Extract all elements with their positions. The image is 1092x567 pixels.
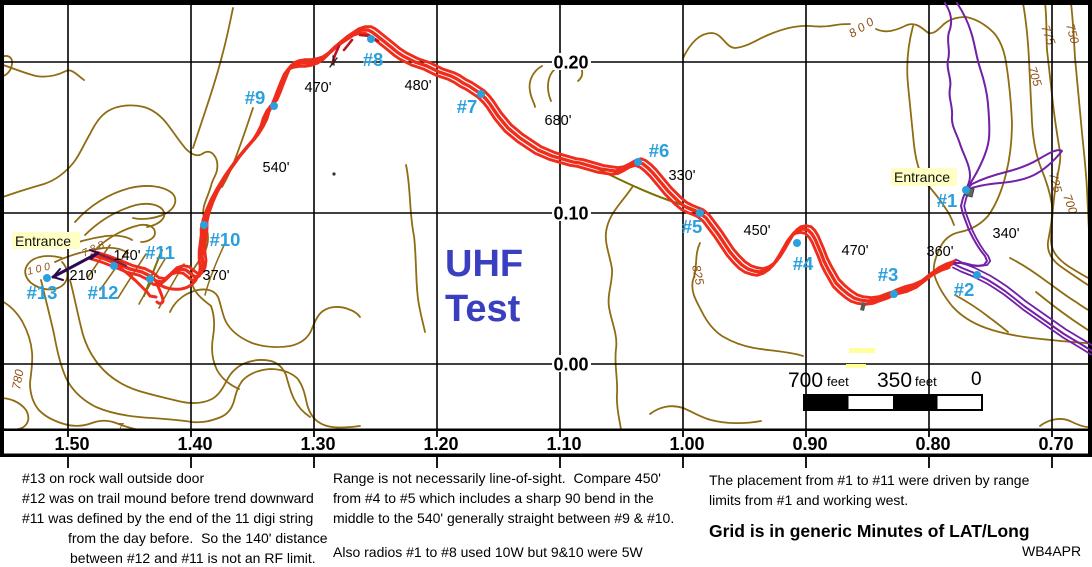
svg-text:#12: #12 [88, 282, 119, 303]
svg-text:#1: #1 [937, 190, 958, 211]
svg-text:330': 330' [669, 168, 696, 184]
svg-text:340': 340' [993, 226, 1020, 242]
svg-text:feet: feet [827, 374, 849, 389]
svg-text:700: 700 [788, 369, 823, 392]
svg-text:Also radios #1 to #8 used 10W: Also radios #1 to #8 used 10W but 9&10 w… [333, 544, 644, 560]
svg-text:1.30: 1.30 [300, 434, 335, 454]
svg-text:1.00: 1.00 [669, 434, 704, 454]
svg-text:350: 350 [877, 369, 912, 392]
svg-text:from #4 to #5 which includes a: from #4 to #5 which includes a sharp 90 … [333, 490, 654, 506]
svg-text:Entrance: Entrance [894, 169, 950, 185]
svg-text:UHF: UHF [445, 243, 523, 285]
svg-text:750: 750 [1063, 22, 1082, 45]
svg-text:0.80: 0.80 [915, 434, 950, 454]
svg-text:from the day before. So the 1: from the day before. So the 140' distanc… [68, 530, 328, 546]
svg-text:Grid is in generic Minutes of: Grid is in generic Minutes of LAT/Long [709, 521, 1030, 541]
svg-text:The placement from #1 to #11 w: The placement from #1 to #11 were driven… [709, 472, 1030, 488]
svg-text:480': 480' [405, 78, 432, 94]
svg-text:470': 470' [305, 80, 332, 96]
svg-text:#12 was on trail mound before: #12 was on trail mound before trend down… [22, 490, 314, 506]
svg-text:370': 370' [203, 268, 230, 284]
svg-text:Range is not necessarily line-: Range is not necessarily line-of-sight. … [333, 470, 661, 486]
svg-text:Test: Test [445, 288, 521, 330]
svg-text:360': 360' [927, 244, 954, 260]
svg-text:705: 705 [1025, 65, 1045, 89]
svg-text:0.20: 0.20 [553, 53, 588, 73]
svg-text:0.00: 0.00 [553, 355, 588, 375]
svg-text:between #12 and #11 is not an: between #12 and #11 is not an RF limit. [70, 550, 316, 566]
svg-text:470': 470' [842, 243, 869, 259]
svg-text:540': 540' [263, 160, 290, 176]
svg-text:WB4APR: WB4APR [1022, 543, 1081, 559]
svg-text:1.40: 1.40 [177, 434, 212, 454]
svg-text:775: 775 [1038, 23, 1058, 47]
svg-text:0.10: 0.10 [553, 204, 588, 224]
svg-text:#5: #5 [682, 216, 703, 237]
svg-text:0: 0 [971, 369, 982, 390]
svg-text:1.10: 1.10 [546, 434, 581, 454]
svg-text:middle to the 540' generally s: middle to the 540' generally straight be… [333, 510, 674, 526]
svg-text:#7: #7 [457, 96, 478, 117]
svg-text:780: 780 [9, 368, 26, 390]
svg-text:680': 680' [545, 113, 572, 129]
svg-text:7: 7 [118, 422, 124, 433]
svg-text:#10: #10 [210, 229, 241, 250]
svg-text:#4: #4 [793, 253, 814, 274]
svg-text:0.70: 0.70 [1038, 434, 1073, 454]
svg-text:#9: #9 [245, 87, 266, 108]
svg-text:450': 450' [744, 223, 771, 239]
svg-text:#13: #13 [27, 282, 58, 303]
svg-text:#6: #6 [649, 140, 670, 161]
svg-text:limits from #1 and working wes: limits from #1 and working west. [709, 492, 908, 508]
svg-text:825: 825 [689, 264, 707, 287]
svg-text:725: 725 [1046, 171, 1065, 194]
svg-text:210': 210' [70, 268, 97, 284]
svg-text:Entrance: Entrance [15, 233, 71, 249]
svg-text:#13 on rock wall outside door: #13 on rock wall outside door [22, 470, 204, 486]
svg-text:1.50: 1.50 [54, 434, 89, 454]
svg-text:1 0 0: 1 0 0 [26, 261, 52, 278]
svg-text:140': 140' [114, 248, 141, 264]
svg-text:1.20: 1.20 [423, 434, 458, 454]
svg-text:#2: #2 [954, 279, 975, 300]
svg-text:0.90: 0.90 [792, 434, 827, 454]
svg-text:#11 was defined by the end of: #11 was defined by the end of the 11 dig… [22, 510, 313, 526]
svg-text:#11: #11 [145, 242, 175, 263]
svg-text:#3: #3 [878, 264, 899, 285]
svg-text:700: 700 [1060, 192, 1080, 216]
svg-text:#8: #8 [363, 49, 384, 70]
svg-text:feet: feet [915, 374, 937, 389]
